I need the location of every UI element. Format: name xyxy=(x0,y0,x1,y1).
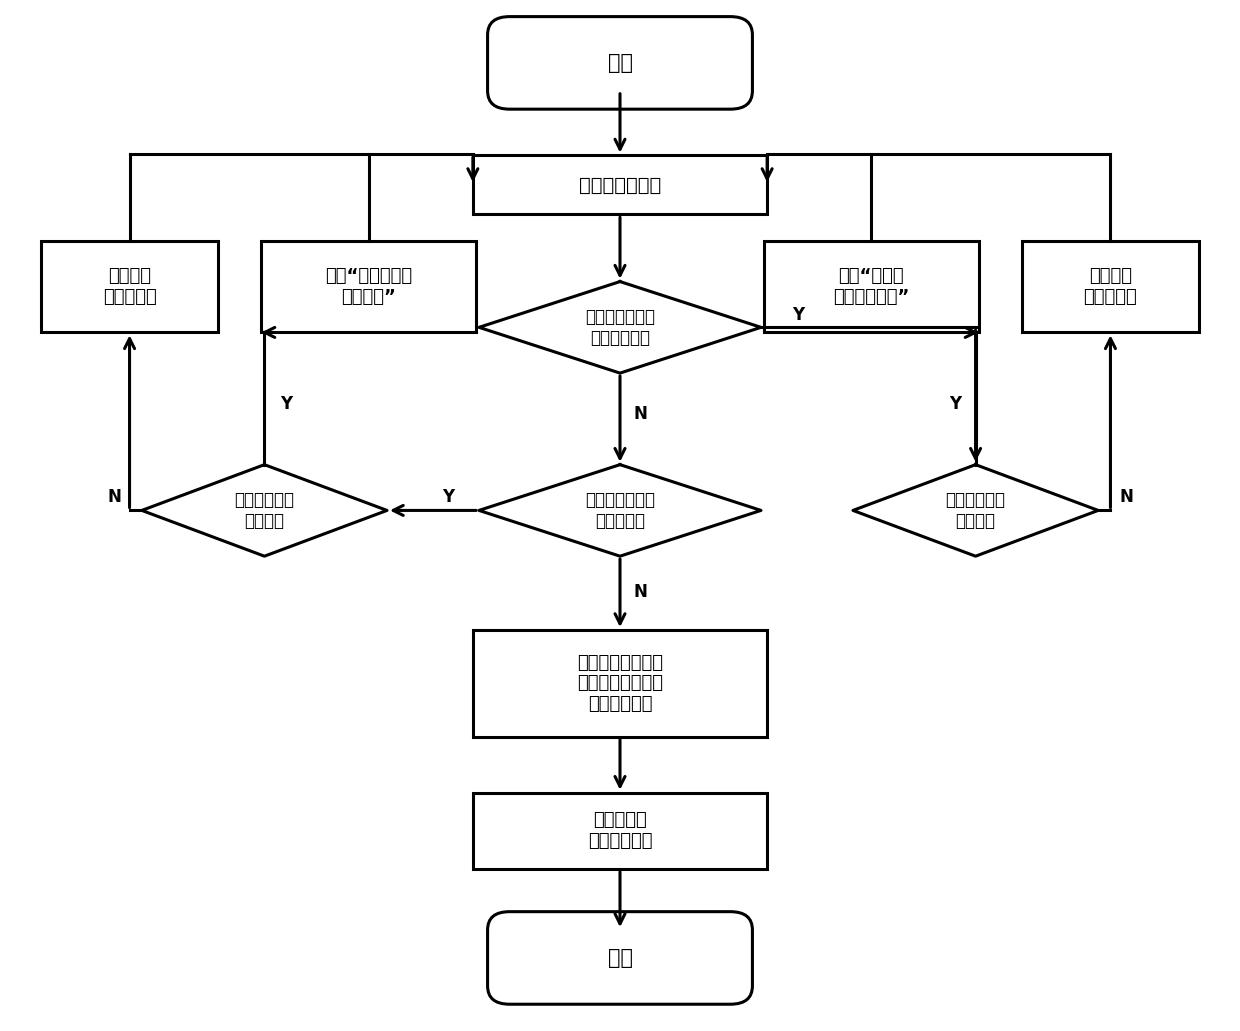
Text: 开始: 开始 xyxy=(608,53,632,73)
Bar xyxy=(262,241,476,332)
Text: N: N xyxy=(634,583,647,601)
Text: 发射率校正
得出测温结果: 发射率校正 得出测温结果 xyxy=(588,811,652,851)
Text: Y: Y xyxy=(791,306,804,324)
FancyBboxPatch shape xyxy=(487,16,753,109)
Polygon shape xyxy=(479,281,761,373)
Bar xyxy=(1022,241,1199,332)
Text: 结束: 结束 xyxy=(608,947,632,968)
Text: Y: Y xyxy=(443,489,454,506)
FancyBboxPatch shape xyxy=(487,911,753,1004)
Text: Y: Y xyxy=(280,395,293,412)
Text: 探测器是否置
于最高档: 探测器是否置 于最高档 xyxy=(946,491,1006,530)
Text: 降低一档
探测器响应: 降低一档 探测器响应 xyxy=(103,267,156,306)
Text: N: N xyxy=(634,405,647,423)
Text: 测量热辐射信号: 测量热辐射信号 xyxy=(579,175,661,195)
Text: 光电探测器输出
信号是否饱和: 光电探测器输出 信号是否饱和 xyxy=(585,308,655,346)
Bar xyxy=(472,630,768,737)
Text: N: N xyxy=(108,489,122,506)
Polygon shape xyxy=(853,465,1099,556)
Bar xyxy=(764,241,978,332)
Bar xyxy=(472,156,768,214)
Text: Y: Y xyxy=(949,395,961,412)
Text: 输出“温度过
高，超出量程”: 输出“温度过 高，超出量程” xyxy=(833,267,910,306)
Polygon shape xyxy=(141,465,387,556)
Text: 提升一档
探测器响应: 提升一档 探测器响应 xyxy=(1084,267,1137,306)
Bar xyxy=(41,241,218,332)
Polygon shape xyxy=(479,465,761,556)
Bar xyxy=(472,793,768,869)
Text: 输出“温度过低，
超出量程”: 输出“温度过低， 超出量程” xyxy=(325,267,412,306)
Text: 光电探测器输出
是否无响应: 光电探测器输出 是否无响应 xyxy=(585,491,655,530)
Text: 采取与探测器档位
匹配的光源档位进
行反射率测量: 采取与探测器档位 匹配的光源档位进 行反射率测量 xyxy=(577,654,663,713)
Text: 探测器是否置
于最低档: 探测器是否置 于最低档 xyxy=(234,491,294,530)
Text: N: N xyxy=(1120,489,1133,506)
